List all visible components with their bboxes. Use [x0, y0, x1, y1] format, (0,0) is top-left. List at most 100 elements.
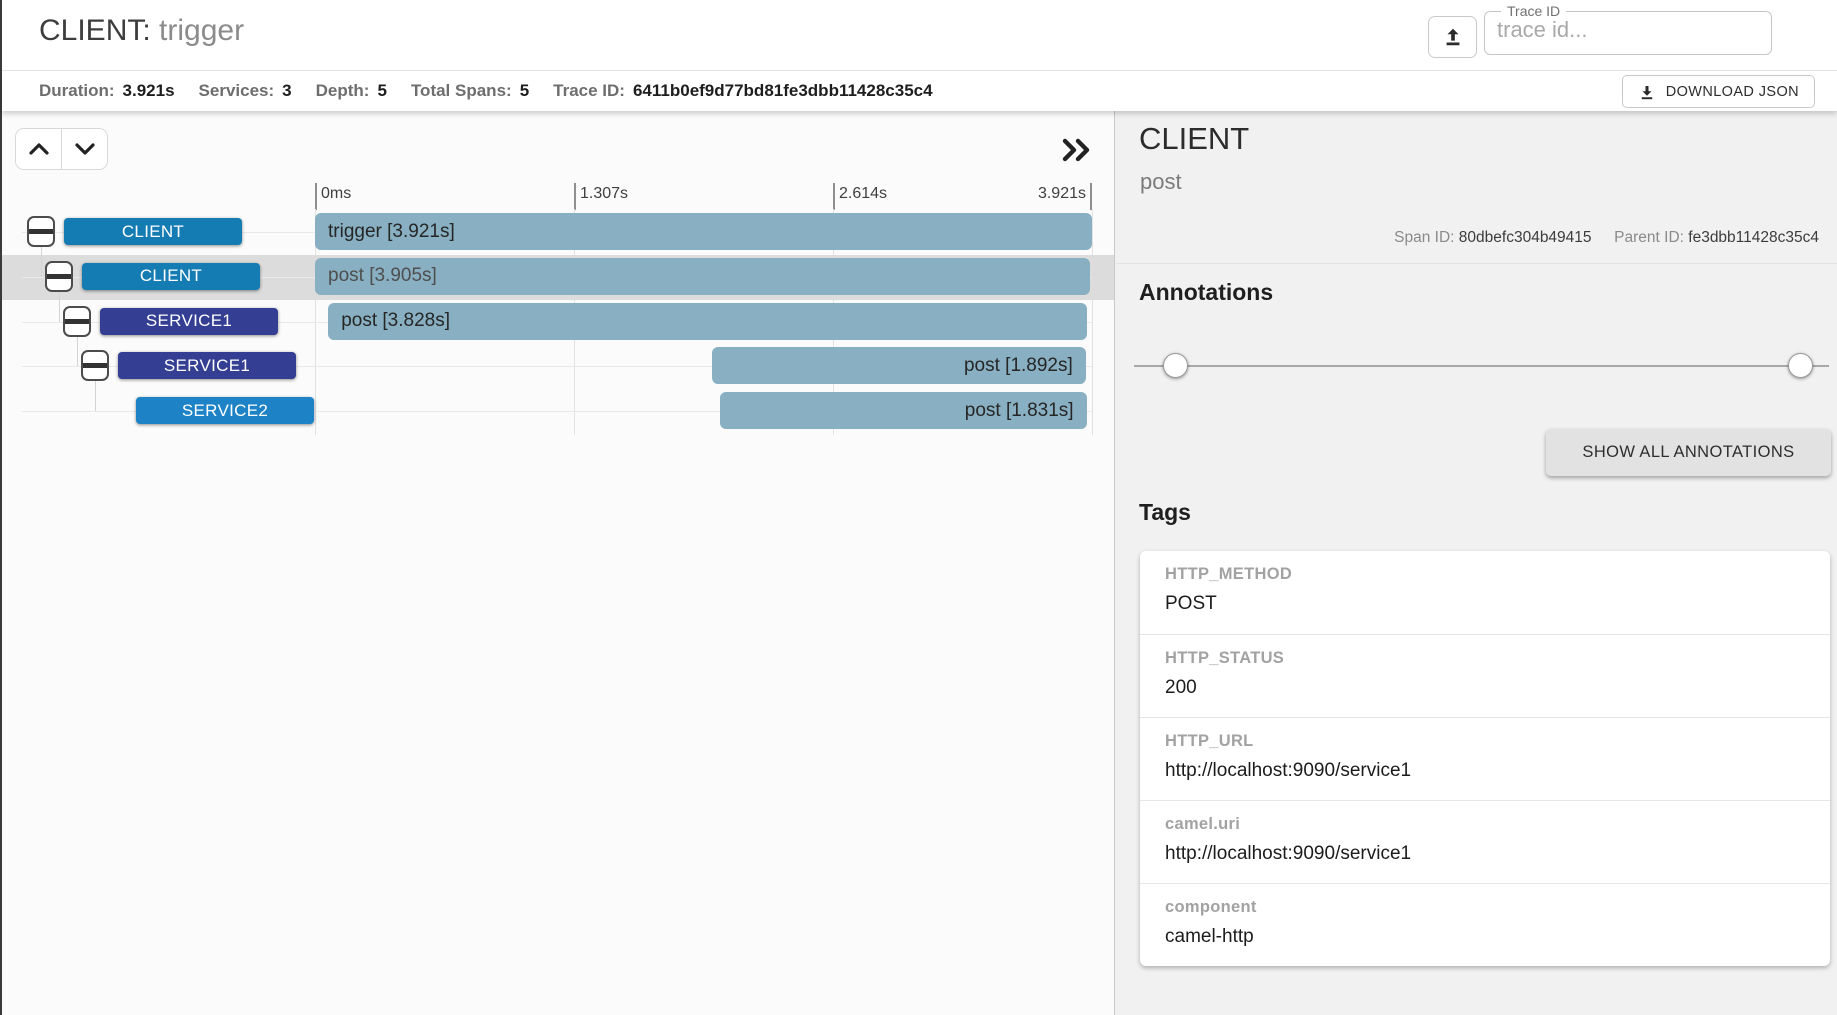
span-navigation	[15, 128, 108, 170]
stat-item: Total Spans: 5	[411, 81, 529, 101]
service-badge-client[interactable]: CLIENT	[64, 218, 242, 245]
trace-waterfall-panel: 0ms 1.307s 2.614s 3.921s CLIENT trigger [3.9…	[2, 111, 1115, 1015]
stat-value: 3.921s	[122, 81, 175, 100]
tag-value: POST	[1165, 593, 1217, 614]
collapse-toggle-icon[interactable]	[81, 350, 109, 382]
stat-label: Total Spans:	[410, 81, 512, 100]
timeline-tick-label: 1.307s	[579, 185, 629, 202]
page-title-service: CLIENT	[39, 14, 143, 47]
span-bar-label: post [3.828s]	[341, 310, 450, 331]
span-bar-label: post [1.892s]	[963, 354, 1073, 376]
tag-row: camel.uri http://localhost:9090/service1	[1140, 800, 1830, 883]
tag-row: HTTP_METHOD POST	[1140, 551, 1830, 634]
collapse-sidebar-button[interactable]	[1054, 131, 1100, 169]
tree-connector	[59, 291, 60, 322]
stat-label: Duration:	[39, 81, 115, 100]
stat-item: Trace ID: 6411b0ef9d77bd81fe3dbb11428c35c…	[553, 81, 932, 101]
span-bar[interactable]: trigger [3.921s]	[315, 213, 1092, 250]
stat-label: Services:	[198, 81, 275, 100]
span-bar[interactable]: post [1.892s]	[712, 347, 1086, 385]
chevron-up-icon	[28, 142, 50, 156]
stat-value: 3	[282, 81, 292, 100]
slider-selected-range[interactable]	[1163, 359, 1813, 373]
span-bar-label: post [1.831s]	[964, 399, 1074, 421]
download-json-button[interactable]: DOWNLOAD JSON	[1621, 75, 1815, 108]
stat-value: 6411b0ef9d77bd81fe3dbb11428c35c4	[632, 81, 933, 100]
tag-value: camel-http	[1165, 926, 1254, 947]
annotations-heading: Annotations	[1139, 279, 1274, 305]
row-guideline	[22, 366, 1092, 368]
page-title-separator: :	[142, 14, 160, 47]
tag-key: HTTP_STATUS	[1165, 649, 1285, 667]
slider-handle-right[interactable]	[1788, 353, 1813, 378]
trace-stats-bar: Duration: 3.921s Services: 3 Depth: 5 Total Sp…	[2, 71, 1837, 111]
trace-id-label: Trace ID	[1507, 3, 1561, 19]
stat-item: Services: 3	[199, 81, 292, 101]
tree-connector	[77, 336, 78, 367]
detail-divider	[1116, 263, 1837, 264]
slider-handle-left[interactable]	[1163, 353, 1188, 378]
span-bar-label: trigger [3.921s]	[328, 220, 455, 242]
stat-label: Trace ID:	[553, 81, 625, 100]
main-area: 0ms 1.307s 2.614s 3.921s CLIENT trigger [3.9…	[2, 111, 1837, 1015]
tags-card: HTTP_METHOD POST HTTP_STATUS 200 HTTP_URL htt…	[1140, 551, 1830, 966]
detail-span-name: post	[1140, 169, 1182, 194]
timeline-tick-label: 2.614s	[839, 185, 888, 202]
tag-key: component	[1165, 898, 1257, 916]
previous-span-button[interactable]	[16, 129, 61, 169]
timeline-tick-mark	[573, 183, 576, 210]
tag-key: HTTP_METHOD	[1165, 565, 1293, 583]
tree-connector	[95, 381, 96, 411]
row-guideline	[22, 411, 1092, 412]
span-bar[interactable]: post [3.905s]	[315, 257, 1091, 295]
span-bar-label: post [3.905s]	[328, 265, 437, 287]
timeline-axis: 0ms 1.307s 2.614s 3.921s	[2, 183, 1114, 210]
span-id-label: Span ID:	[1394, 229, 1455, 246]
service-badge-service2[interactable]: SERVICE2	[136, 397, 314, 424]
collapse-toggle-icon[interactable]	[45, 260, 73, 292]
page-title-span: trigger	[159, 14, 245, 47]
service-badge-service1[interactable]: SERVICE1	[100, 307, 278, 335]
collapse-toggle-icon[interactable]	[27, 216, 55, 247]
tag-row: component camel-http	[1140, 883, 1830, 966]
tree-connector	[41, 247, 42, 277]
tag-key: camel.uri	[1165, 815, 1241, 833]
parent-id-value: fe3dbb11428c35c4	[1688, 229, 1819, 246]
chevron-down-icon	[74, 142, 96, 156]
timeline-tick-mark	[1090, 183, 1092, 210]
service-badge-client[interactable]: CLIENT	[82, 262, 260, 290]
tag-value: http://localhost:9090/service1	[1165, 760, 1412, 781]
collapse-toggle-icon[interactable]	[63, 305, 91, 337]
upload-icon	[1442, 26, 1464, 48]
span-bar[interactable]: post [1.831s]	[719, 392, 1087, 429]
timeline-tick-label: 3.921s	[1037, 185, 1086, 202]
show-all-annotations-button[interactable]: SHOW ALL ANNOTATIONS	[1546, 429, 1831, 476]
timeline-gridline	[1092, 209, 1093, 435]
upload-trace-button[interactable]	[1428, 16, 1477, 58]
next-span-button[interactable]	[61, 129, 107, 169]
download-icon	[1638, 83, 1656, 101]
tag-value: http://localhost:9090/service1	[1165, 843, 1412, 864]
annotations-range-slider	[1116, 341, 1837, 391]
stat-item: Depth: 5	[316, 81, 387, 101]
stat-value: 5	[377, 81, 387, 100]
stat-value: 5	[519, 81, 530, 100]
trace-id-input[interactable]	[1495, 16, 1765, 44]
timeline-tick-mark	[315, 183, 317, 210]
stat-item: Duration: 3.921s	[39, 81, 175, 101]
tag-value: 200	[1165, 677, 1197, 698]
slider-track[interactable]	[1134, 365, 1829, 367]
page-header: CLIENT: trigger Trace ID	[2, 0, 1837, 71]
parent-id-label: Parent ID:	[1614, 229, 1684, 246]
stat-label: Depth:	[315, 81, 370, 100]
tags-heading: Tags	[1139, 499, 1191, 525]
detail-service-name: CLIENT	[1139, 121, 1250, 156]
timeline-tick-label: 0ms	[321, 185, 352, 202]
service-badge-service1[interactable]: SERVICE1	[118, 352, 296, 380]
double-chevron-right-icon	[1060, 137, 1094, 163]
tag-row: HTTP_URL http://localhost:9090/service1	[1140, 717, 1830, 800]
tag-row: HTTP_STATUS 200	[1140, 634, 1830, 717]
span-detail-panel: CLIENT post Span ID: 80dbefc304b49415 Pa…	[1116, 111, 1837, 1015]
span-bar[interactable]: post [3.828s]	[328, 302, 1087, 340]
